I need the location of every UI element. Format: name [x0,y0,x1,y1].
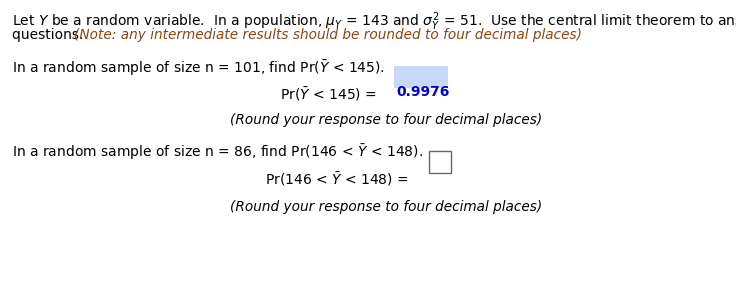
Text: 0.9976: 0.9976 [396,85,450,99]
FancyBboxPatch shape [394,66,448,88]
Text: (Round your response to four decimal places): (Round your response to four decimal pla… [230,113,542,127]
Text: Pr(146 < $\bar{Y}$ < 148) =: Pr(146 < $\bar{Y}$ < 148) = [265,170,410,188]
Text: In a random sample of size n = 86, find Pr(146 < $\bar{Y}$ < 148).: In a random sample of size n = 86, find … [12,142,423,162]
Text: Let $Y$ be a random variable.  In a population, $\mu_Y$ = 143 and $\sigma^2_Y$ =: Let $Y$ be a random variable. In a popul… [12,10,736,33]
Text: (Round your response to four decimal places): (Round your response to four decimal pla… [230,200,542,214]
Text: questions.: questions. [12,28,88,42]
Text: Pr($\bar{Y}$ < 145) =: Pr($\bar{Y}$ < 145) = [280,85,378,103]
Text: (Note: any intermediate results should be rounded to four decimal places): (Note: any intermediate results should b… [74,28,582,42]
Text: In a random sample of size n = 101, find Pr($\bar{Y}$ < 145).: In a random sample of size n = 101, find… [12,58,385,78]
FancyBboxPatch shape [429,151,451,173]
